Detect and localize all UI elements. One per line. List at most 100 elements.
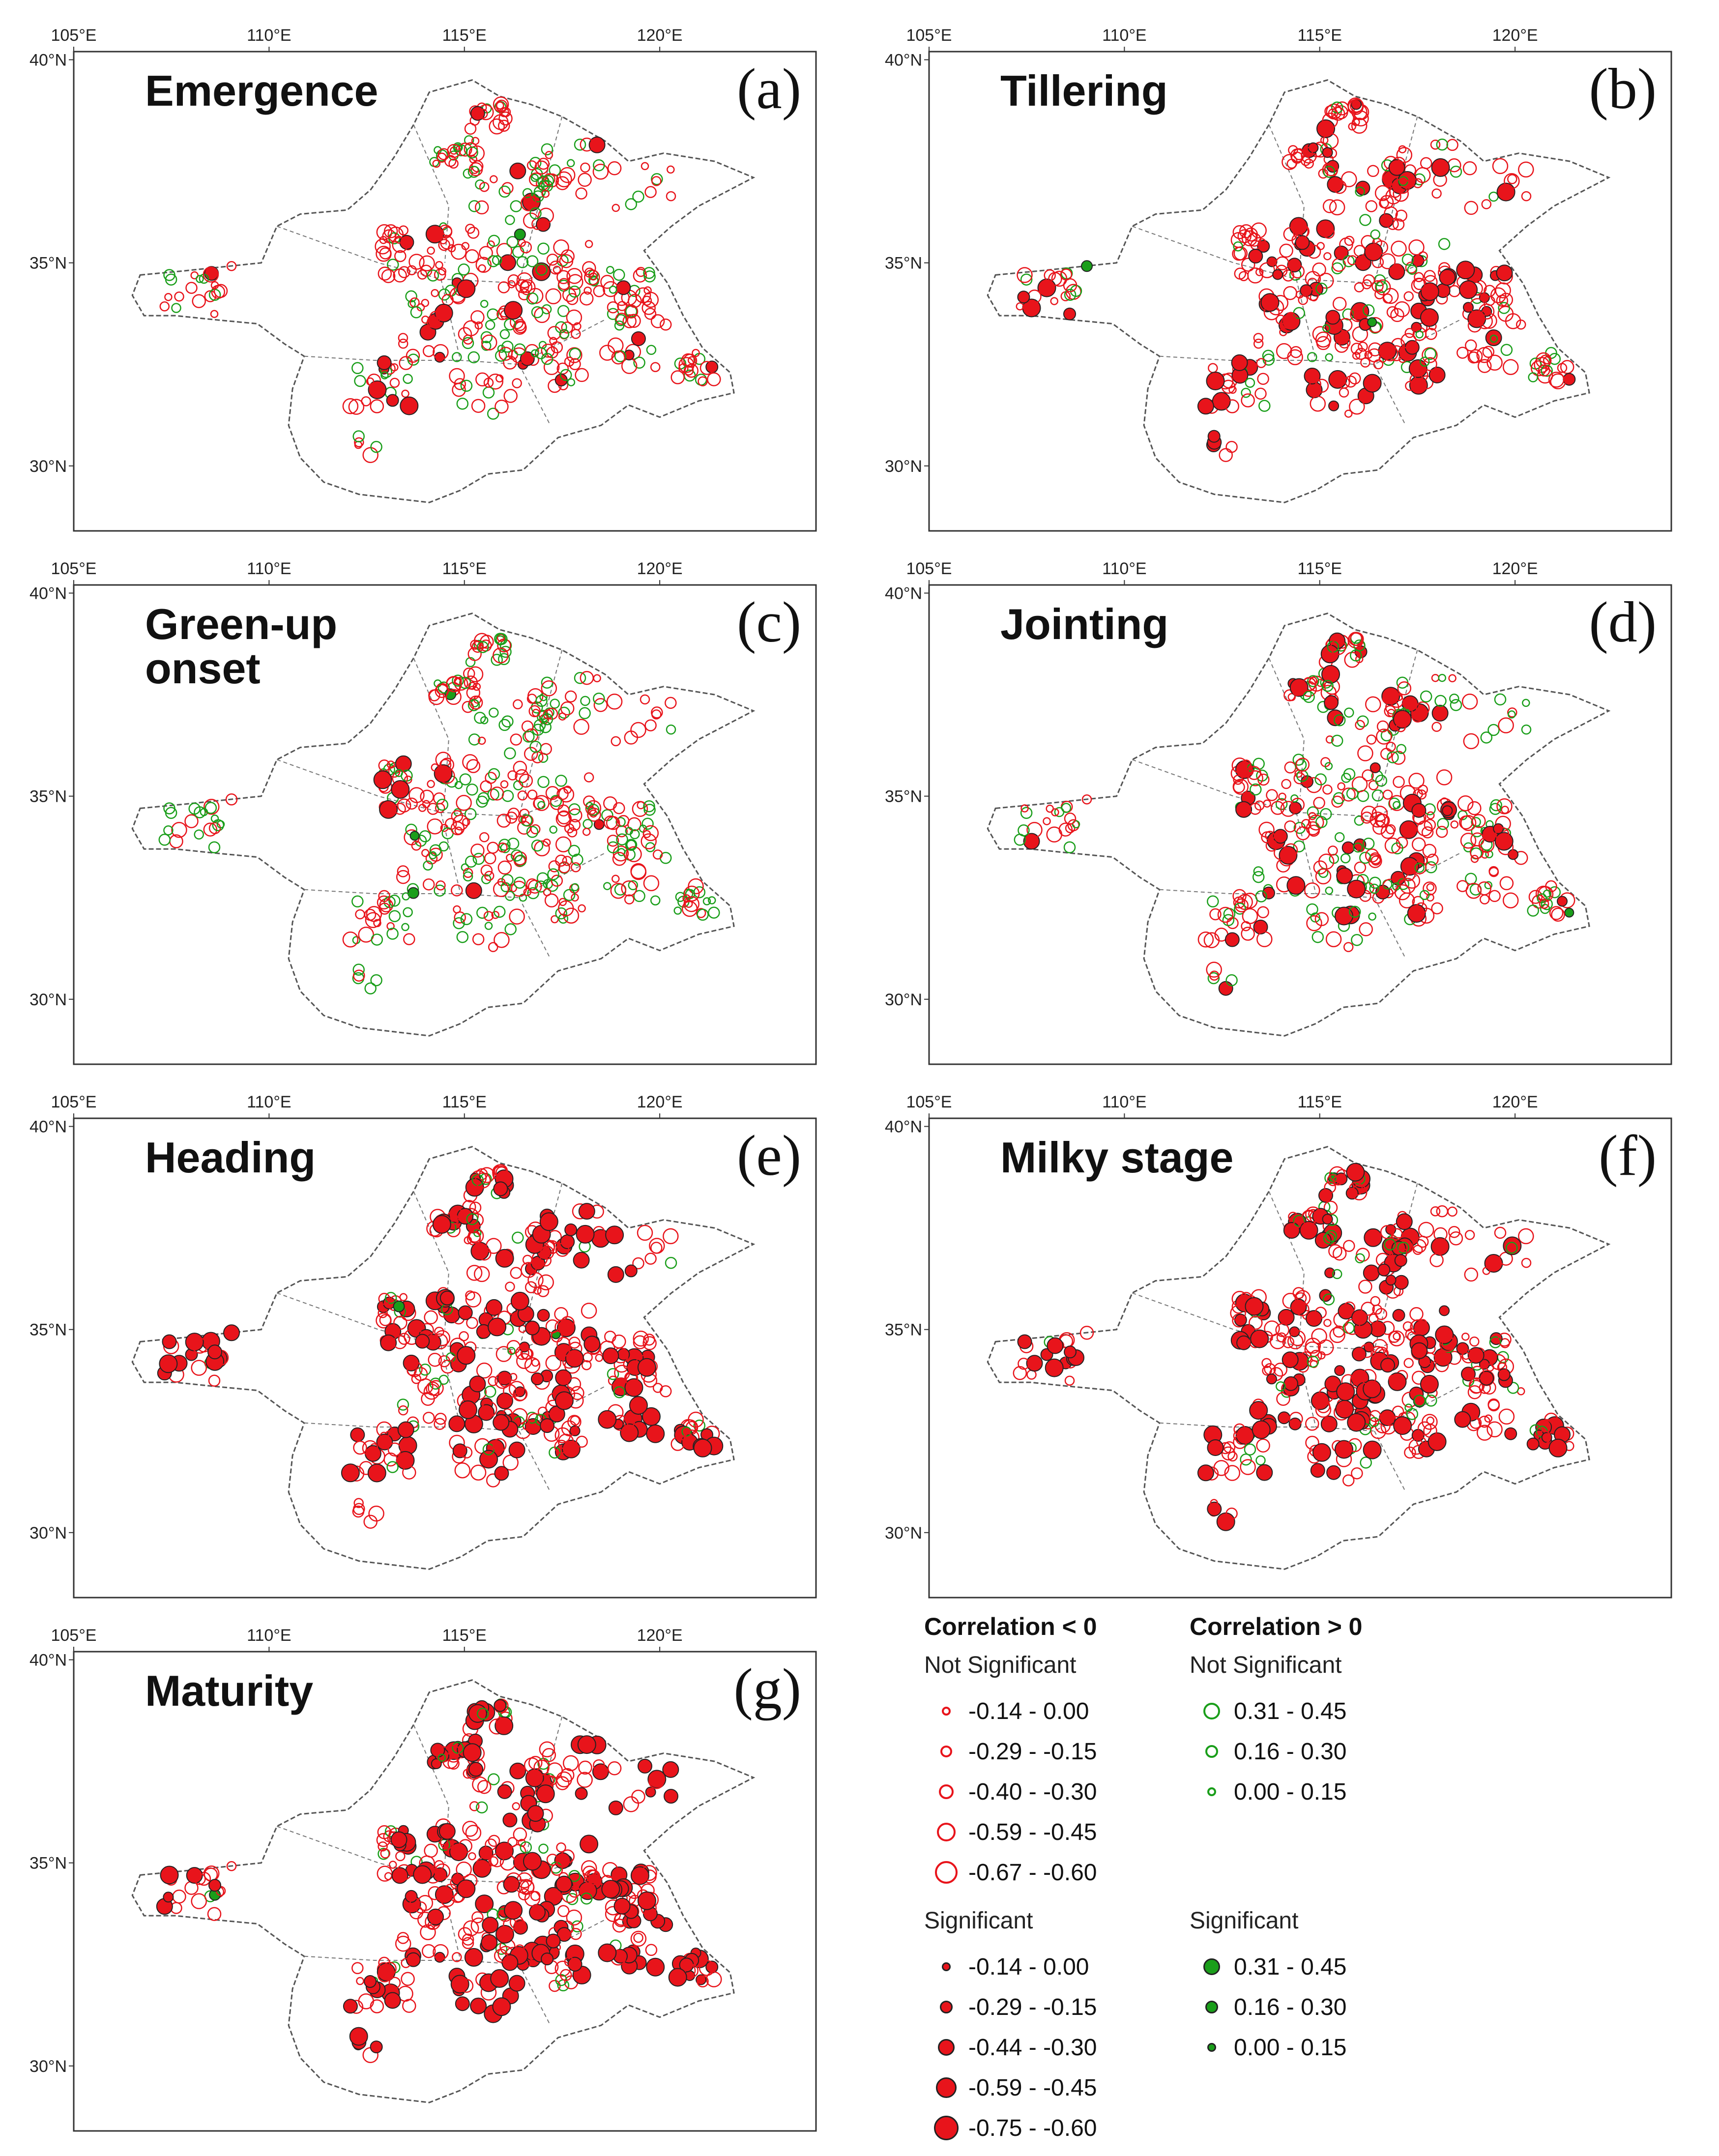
positive-not-significant-station — [163, 802, 175, 815]
negative-not-significant-station — [1476, 1425, 1493, 1441]
negative-significant-station — [186, 1867, 203, 1884]
negative-not-significant-station — [447, 144, 461, 158]
lon-tick-label: 115°E — [442, 1626, 486, 1645]
negative-significant-station — [495, 1841, 514, 1861]
negative-significant-station — [1420, 1374, 1439, 1394]
negative-not-significant-station — [480, 864, 493, 877]
negative-significant-station — [527, 1805, 544, 1822]
negative-not-significant-station — [571, 329, 581, 339]
province-border — [440, 812, 606, 899]
negative-significant-station — [457, 279, 476, 298]
lon-tick-label: 105°E — [51, 26, 96, 45]
negative-not-significant-station — [386, 760, 395, 769]
lon-tick-label: 120°E — [1492, 559, 1538, 578]
negative-not-significant-station — [1423, 881, 1437, 896]
negative-significant-station — [1392, 1309, 1405, 1322]
negative-not-significant-station — [1310, 395, 1326, 412]
negative-not-significant-station — [1460, 832, 1477, 849]
positive-not-significant-station — [1548, 352, 1561, 365]
negative-significant-station — [569, 1425, 581, 1436]
positive-not-significant-station — [1506, 1242, 1518, 1254]
negative-significant-station — [1249, 1401, 1268, 1420]
positive-not-significant-station — [1355, 1253, 1365, 1264]
negative-not-significant-station — [1467, 801, 1482, 816]
negative-not-significant-station — [537, 1285, 550, 1297]
positive-not-significant-station — [384, 1292, 397, 1304]
negative-not-significant-station — [1255, 268, 1264, 276]
negative-not-significant-station — [1433, 1227, 1448, 1242]
negative-not-significant-station — [1464, 201, 1479, 215]
negative-not-significant-station — [1461, 694, 1478, 710]
positive-not-significant-station — [480, 299, 489, 308]
negative-significant-station — [1347, 1413, 1366, 1432]
negative-significant-station — [364, 1975, 377, 1988]
positive-not-significant-station — [593, 159, 605, 172]
negative-not-significant-station — [1360, 357, 1370, 368]
positive-not-significant-station — [351, 362, 364, 375]
negative-not-significant-station — [526, 160, 537, 171]
negative-significant-station — [380, 1334, 397, 1351]
negative-not-significant-station — [1293, 772, 1306, 785]
negative-not-significant-station — [467, 227, 480, 239]
legend-range-label: 0.31 - 0.45 — [1234, 1698, 1347, 1724]
negative-not-significant-station — [1369, 1410, 1381, 1422]
negative-not-significant-station — [570, 1928, 582, 1940]
negative-not-significant-station — [467, 647, 482, 661]
negative-significant-station — [415, 1334, 430, 1349]
negative-not-significant-station — [1420, 157, 1432, 170]
station-markers — [1016, 97, 1576, 462]
negative-not-significant-station — [203, 822, 218, 837]
map-panel-a: 105°E 110°E 115°E 120°E 40°N 35°N 30°N Emergenc… — [0, 0, 831, 532]
positive-not-significant-station — [466, 146, 478, 159]
positive-not-significant-station — [613, 268, 625, 281]
positive-not-significant-station — [388, 895, 401, 907]
negative-significant-station — [576, 1224, 595, 1244]
positive-not-significant-station — [408, 300, 416, 308]
positive-not-significant-station — [547, 868, 559, 880]
negative-significant-station — [598, 1943, 617, 1962]
positive-not-significant-station — [555, 907, 567, 920]
negative-not-significant-station — [1396, 147, 1413, 163]
positive-not-significant-station — [352, 963, 365, 976]
negative-not-significant-station — [583, 772, 594, 783]
negative-not-significant-station — [1298, 294, 1308, 305]
legend-range-label: -0.14 - 0.00 — [968, 1953, 1089, 1980]
positive-not-significant-station — [630, 829, 640, 840]
legend-negative-title: Correlation < 0 — [924, 1613, 1097, 1640]
negative-not-significant-station — [1329, 199, 1345, 216]
negative-not-significant-station — [599, 345, 615, 361]
positive-not-significant-station — [1222, 914, 1235, 927]
positive-not-significant-station — [643, 800, 655, 813]
negative-not-significant-station — [1351, 1467, 1363, 1480]
negative-significant-station — [494, 1466, 509, 1481]
negative-significant-station — [1394, 1275, 1409, 1290]
negative-not-significant-station — [593, 285, 606, 297]
negative-significant-station — [605, 1225, 624, 1245]
positive-not-significant-station — [397, 1398, 409, 1411]
negative-not-significant-station — [652, 849, 663, 860]
positive-not-significant-station — [1331, 262, 1343, 275]
negative-significant-station — [508, 1975, 525, 1992]
negative-not-significant-station — [407, 1361, 423, 1377]
negative-significant-station — [1282, 1351, 1299, 1369]
negative-not-significant-station — [1386, 741, 1396, 752]
positive-not-significant-station — [1354, 816, 1365, 826]
negative-not-significant-station — [566, 1909, 583, 1926]
negative-not-significant-station — [396, 870, 410, 884]
negative-not-significant-station — [378, 1308, 388, 1318]
negative-not-significant-station — [383, 224, 398, 238]
negative-not-significant-station — [1439, 1336, 1456, 1352]
negative-not-significant-station — [632, 801, 648, 817]
negative-not-significant-station — [379, 1314, 392, 1326]
negative-not-significant-station — [650, 314, 665, 328]
negative-not-significant-station — [1418, 1222, 1434, 1238]
negative-significant-station — [1431, 158, 1450, 177]
negative-not-significant-station — [362, 1440, 379, 1457]
negative-significant-station — [539, 1212, 558, 1231]
negative-significant-station — [1385, 1275, 1397, 1286]
negative-not-significant-station — [1317, 1351, 1326, 1360]
legend-marker — [940, 1746, 952, 1757]
province-border — [519, 1964, 551, 2026]
negative-significant-station — [540, 1418, 555, 1433]
negative-significant-station — [370, 2040, 383, 2054]
